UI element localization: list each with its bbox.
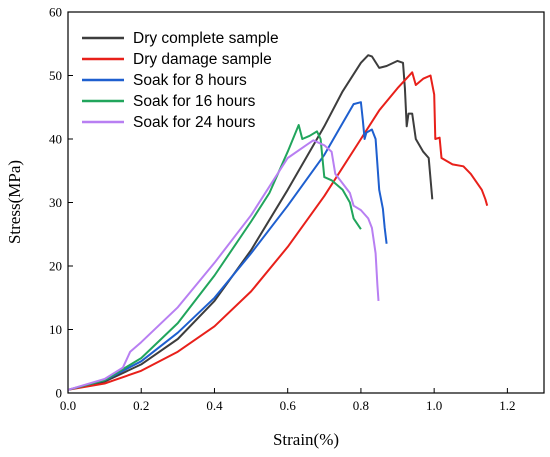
legend: Dry complete sample Dry damage sample Soak… bbox=[82, 30, 279, 131]
legend-label: Dry damage sample bbox=[133, 51, 272, 68]
legend-label: Soak for 16 hours bbox=[133, 93, 256, 110]
y-tick-label: 30 bbox=[49, 195, 62, 210]
series-line-1 bbox=[67, 54, 434, 391]
x-tick-label: 1.2 bbox=[499, 398, 515, 413]
series-line-5 bbox=[67, 139, 380, 391]
x-tick-label: 0.2 bbox=[133, 398, 149, 413]
series-line-4 bbox=[67, 124, 362, 391]
series-line-3 bbox=[67, 101, 388, 391]
legend-label: Soak for 24 hours bbox=[133, 114, 256, 131]
x-tick-label: 1.0 bbox=[426, 398, 442, 413]
x-axis-title: Strain(%) bbox=[273, 430, 339, 449]
y-tick-label: 60 bbox=[49, 5, 62, 20]
x-tick-label: 0.6 bbox=[280, 398, 297, 413]
y-tick-label: 0 bbox=[56, 386, 63, 401]
x-tick-label: 0.0 bbox=[60, 398, 76, 413]
x-axis-ticks: 0.0 0.2 0.4 0.6 0.8 1.0 1.2 bbox=[60, 388, 516, 413]
y-axis-ticks: 0 10 20 30 40 50 60 bbox=[49, 5, 73, 401]
y-tick-label: 10 bbox=[49, 322, 62, 337]
x-tick-label: 0.8 bbox=[353, 398, 369, 413]
y-axis-title: Stress(MPa) bbox=[5, 160, 24, 244]
legend-label: Dry complete sample bbox=[133, 30, 279, 47]
plot-frame bbox=[67, 11, 545, 394]
legend-label: Soak for 8 hours bbox=[133, 72, 247, 89]
y-tick-label: 20 bbox=[49, 259, 62, 274]
x-tick-label: 0.4 bbox=[206, 398, 223, 413]
series-curves bbox=[67, 54, 489, 391]
series-line-2 bbox=[67, 71, 489, 391]
y-tick-label: 50 bbox=[49, 68, 62, 83]
y-tick-label: 40 bbox=[49, 132, 62, 147]
